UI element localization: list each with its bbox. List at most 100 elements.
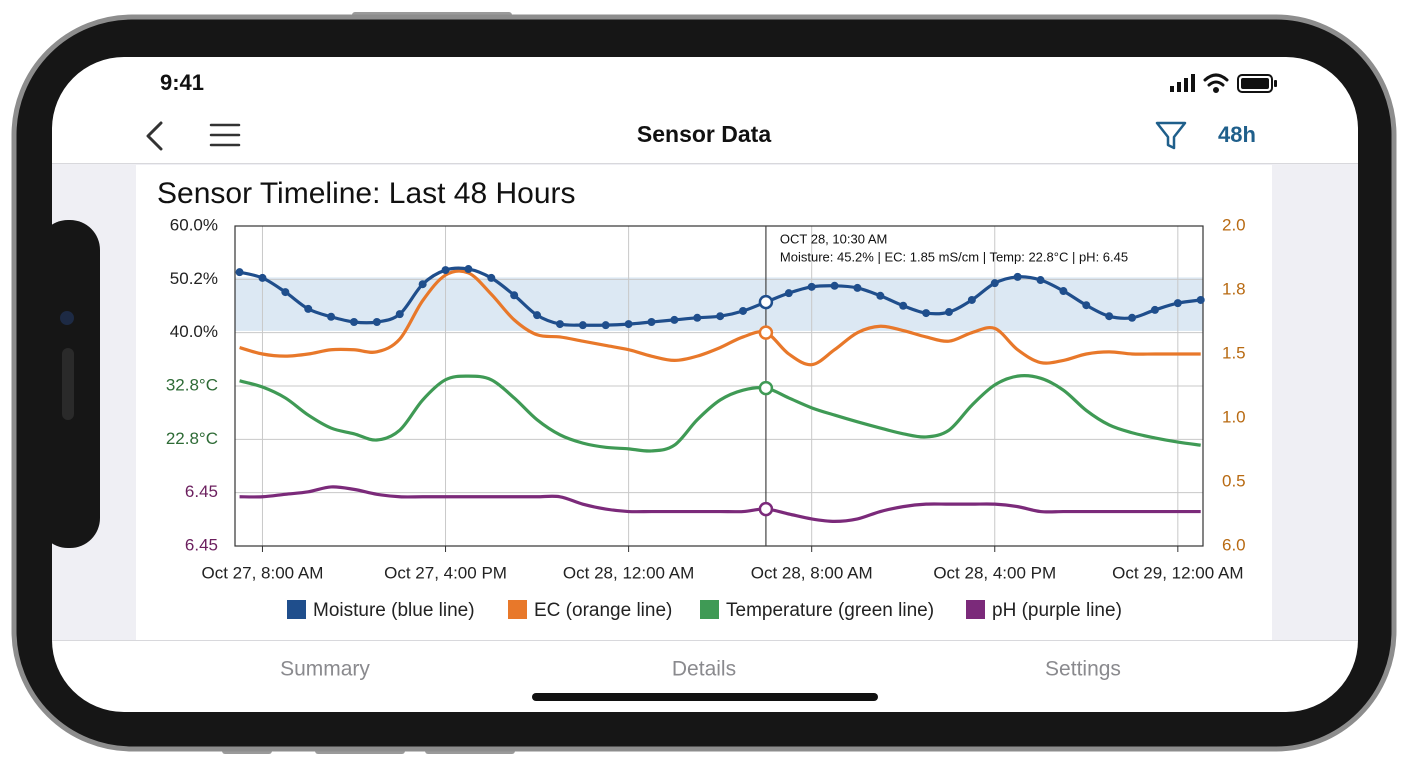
data-point xyxy=(281,288,290,297)
x-tick-label: Oct 28, 12:00 AM xyxy=(563,563,694,582)
data-point xyxy=(944,308,953,317)
tooltip-time: OCT 28, 10:30 AM xyxy=(780,231,887,246)
legend-label: Temperature (green line) xyxy=(726,600,934,621)
filter-button[interactable] xyxy=(1155,121,1187,150)
legend-label: pH (purple line) xyxy=(992,600,1122,621)
data-point xyxy=(739,306,748,315)
status-time: 9:41 xyxy=(160,70,204,95)
data-point xyxy=(372,318,381,326)
y-axis-label: 60.0% xyxy=(170,215,218,234)
data-point xyxy=(441,266,450,275)
data-point xyxy=(967,295,976,304)
legend-swatch xyxy=(287,600,306,619)
data-point xyxy=(807,282,816,291)
data-point xyxy=(876,291,885,300)
home-indicator xyxy=(532,693,878,701)
x-tick-label: Oct 27, 4:00 PM xyxy=(384,563,507,582)
tab-button[interactable]: Details xyxy=(672,658,736,681)
data-point xyxy=(304,304,313,313)
back-button[interactable] xyxy=(146,121,163,151)
data-point xyxy=(395,310,404,319)
y2-axis-label: 1.0 xyxy=(1222,407,1246,426)
speaker xyxy=(62,348,74,420)
data-point xyxy=(349,318,358,326)
data-point xyxy=(670,315,679,324)
data-point xyxy=(487,273,496,282)
y2-axis-label: 0.5 xyxy=(1222,471,1246,490)
data-point xyxy=(235,268,244,277)
data-point xyxy=(899,301,908,310)
y2-axis-label: 6.0 xyxy=(1222,535,1246,554)
range-button[interactable]: 48h xyxy=(1218,122,1256,147)
signal-icon xyxy=(1170,74,1195,92)
data-point xyxy=(1105,312,1114,321)
series-line xyxy=(239,485,1201,523)
data-point xyxy=(1036,276,1045,285)
data-point xyxy=(624,320,633,329)
y-axis-label: 32.8°C xyxy=(166,375,218,394)
data-point xyxy=(578,321,587,330)
tab-bar: Summary Details Settings xyxy=(280,658,1121,681)
legend-swatch xyxy=(966,600,985,619)
y2-axis-label: 1.5 xyxy=(1222,343,1246,362)
data-point xyxy=(533,311,542,320)
legend-label: Moisture (blue line) xyxy=(313,600,475,621)
data-point xyxy=(1150,305,1159,314)
camera xyxy=(60,311,74,325)
data-point xyxy=(1059,287,1068,296)
y-axis-label: 40.0% xyxy=(170,322,218,341)
chart-card xyxy=(136,165,1272,640)
x-tick-label: Oct 28, 4:00 PM xyxy=(933,563,1056,582)
series-line xyxy=(239,269,1201,367)
hover-marker xyxy=(758,294,774,310)
menu-button[interactable] xyxy=(209,123,241,147)
x-tick-label: Oct 29, 12:00 AM xyxy=(1112,563,1243,582)
data-point xyxy=(853,283,862,292)
data-point xyxy=(1128,313,1137,322)
tab-button[interactable]: Summary xyxy=(280,658,370,681)
hover-marker xyxy=(758,380,774,396)
data-point xyxy=(784,289,793,298)
plot: 60.0% 50.2% 40.0% 32.8°C 22.8°C 6.45 6.45 2.0 1.… xyxy=(166,215,1246,621)
data-point xyxy=(464,265,473,274)
data-point xyxy=(830,281,839,290)
data-point xyxy=(990,279,999,288)
plot-frame xyxy=(234,225,1204,547)
chart-title: Sensor Timeline: Last 48 Hours xyxy=(157,177,576,210)
data-point xyxy=(327,312,336,321)
x-tick-label: Oct 27, 8:00 AM xyxy=(202,563,324,582)
x-tick-label: Oct 28, 8:00 AM xyxy=(751,563,873,582)
data-point xyxy=(1173,299,1182,308)
y2-axis-label: 2.0 xyxy=(1222,215,1246,234)
wifi-icon xyxy=(1203,73,1229,93)
data-point xyxy=(647,318,656,326)
data-point xyxy=(1013,272,1022,281)
data-point xyxy=(601,321,610,330)
nav-title: Sensor Data xyxy=(637,121,771,147)
legend-swatch xyxy=(700,600,719,619)
legend-label: EC (orange line) xyxy=(534,600,672,621)
legend-swatch xyxy=(508,600,527,619)
tab-button[interactable]: Settings xyxy=(1045,658,1121,681)
data-point xyxy=(555,320,564,329)
y-axis-label: 22.8°C xyxy=(166,429,218,448)
data-point xyxy=(922,309,931,318)
data-point xyxy=(1082,301,1091,310)
hover-marker xyxy=(758,325,774,340)
y2-axis-label: 1.8 xyxy=(1222,279,1246,298)
battery-icon xyxy=(1237,74,1277,93)
y-axis-label: 50.2% xyxy=(170,269,218,288)
y-axis-label: 6.45 xyxy=(185,482,218,501)
target-band xyxy=(235,277,1203,331)
data-point xyxy=(418,280,427,289)
data-point xyxy=(1196,295,1205,304)
hover-marker xyxy=(758,501,774,517)
data-point xyxy=(693,313,702,322)
data-point xyxy=(510,291,519,300)
y-axis-label: 6.45 xyxy=(185,535,218,554)
data-point xyxy=(716,312,725,321)
tooltip-text: Moisture: 45.2% | EC: 1.85 mS/cm | Temp:… xyxy=(780,249,1128,264)
